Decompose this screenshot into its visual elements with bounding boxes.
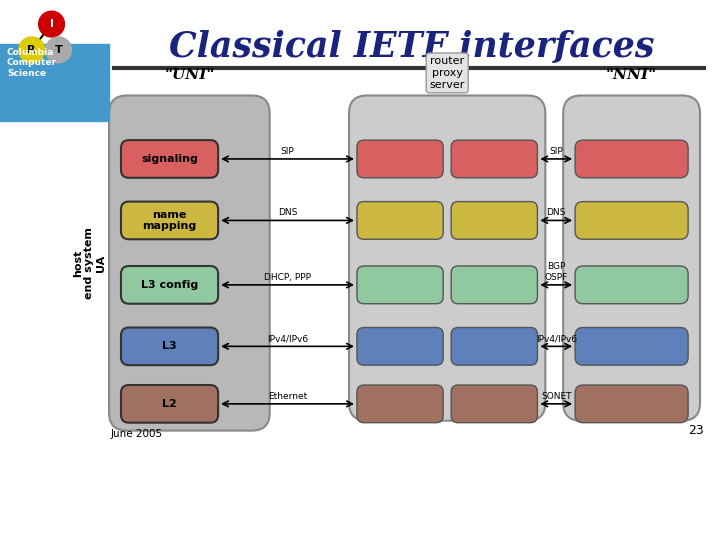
Text: SONET: SONET bbox=[541, 392, 572, 401]
FancyBboxPatch shape bbox=[357, 385, 444, 423]
Text: I: I bbox=[50, 19, 53, 29]
FancyBboxPatch shape bbox=[121, 201, 218, 239]
FancyBboxPatch shape bbox=[121, 327, 218, 365]
Circle shape bbox=[45, 37, 71, 63]
Text: IPv4/IPv6: IPv4/IPv6 bbox=[536, 334, 577, 343]
FancyBboxPatch shape bbox=[451, 385, 537, 423]
Text: DNS: DNS bbox=[546, 208, 566, 218]
Text: SIP: SIP bbox=[281, 147, 294, 156]
Circle shape bbox=[19, 37, 45, 63]
FancyBboxPatch shape bbox=[349, 96, 545, 421]
FancyBboxPatch shape bbox=[357, 201, 444, 239]
Text: L3: L3 bbox=[162, 341, 177, 352]
Text: Classical IETF interfaces: Classical IETF interfaces bbox=[168, 30, 654, 64]
FancyBboxPatch shape bbox=[357, 327, 444, 365]
Text: June 2005: June 2005 bbox=[111, 429, 163, 438]
Text: host
end system
UA: host end system UA bbox=[73, 227, 106, 299]
FancyBboxPatch shape bbox=[451, 327, 537, 365]
Text: L2: L2 bbox=[162, 399, 177, 409]
Text: DHCP, PPP: DHCP, PPP bbox=[264, 273, 311, 282]
Text: L3 config: L3 config bbox=[141, 280, 198, 290]
FancyBboxPatch shape bbox=[121, 385, 218, 423]
FancyBboxPatch shape bbox=[575, 266, 688, 303]
FancyBboxPatch shape bbox=[357, 266, 444, 303]
Text: Columbia
Computer
Science: Columbia Computer Science bbox=[7, 48, 57, 78]
Text: IPv4/IPv6: IPv4/IPv6 bbox=[267, 334, 308, 343]
Text: R: R bbox=[27, 45, 36, 55]
Text: BGP
OSPF: BGP OSPF bbox=[544, 262, 568, 282]
Circle shape bbox=[39, 11, 65, 37]
FancyBboxPatch shape bbox=[575, 201, 688, 239]
FancyBboxPatch shape bbox=[563, 96, 700, 421]
FancyBboxPatch shape bbox=[451, 201, 537, 239]
Text: T: T bbox=[55, 45, 63, 55]
Text: "NNI": "NNI" bbox=[606, 68, 657, 82]
FancyBboxPatch shape bbox=[575, 385, 688, 423]
FancyBboxPatch shape bbox=[575, 140, 688, 178]
Text: SIP: SIP bbox=[549, 147, 563, 156]
Text: DNS: DNS bbox=[278, 208, 297, 218]
Text: name
mapping: name mapping bbox=[143, 210, 197, 231]
Text: 23: 23 bbox=[688, 423, 704, 436]
Text: signaling: signaling bbox=[141, 154, 198, 164]
Text: Ethernet: Ethernet bbox=[268, 392, 307, 401]
FancyBboxPatch shape bbox=[451, 266, 537, 303]
FancyBboxPatch shape bbox=[357, 140, 444, 178]
FancyBboxPatch shape bbox=[109, 96, 270, 430]
FancyBboxPatch shape bbox=[575, 327, 688, 365]
FancyBboxPatch shape bbox=[121, 140, 218, 178]
FancyBboxPatch shape bbox=[121, 266, 218, 303]
Text: router
proxy
server: router proxy server bbox=[430, 56, 465, 90]
FancyBboxPatch shape bbox=[451, 140, 537, 178]
Bar bbox=[0, 44, 109, 122]
Text: "UNI": "UNI" bbox=[164, 68, 215, 82]
